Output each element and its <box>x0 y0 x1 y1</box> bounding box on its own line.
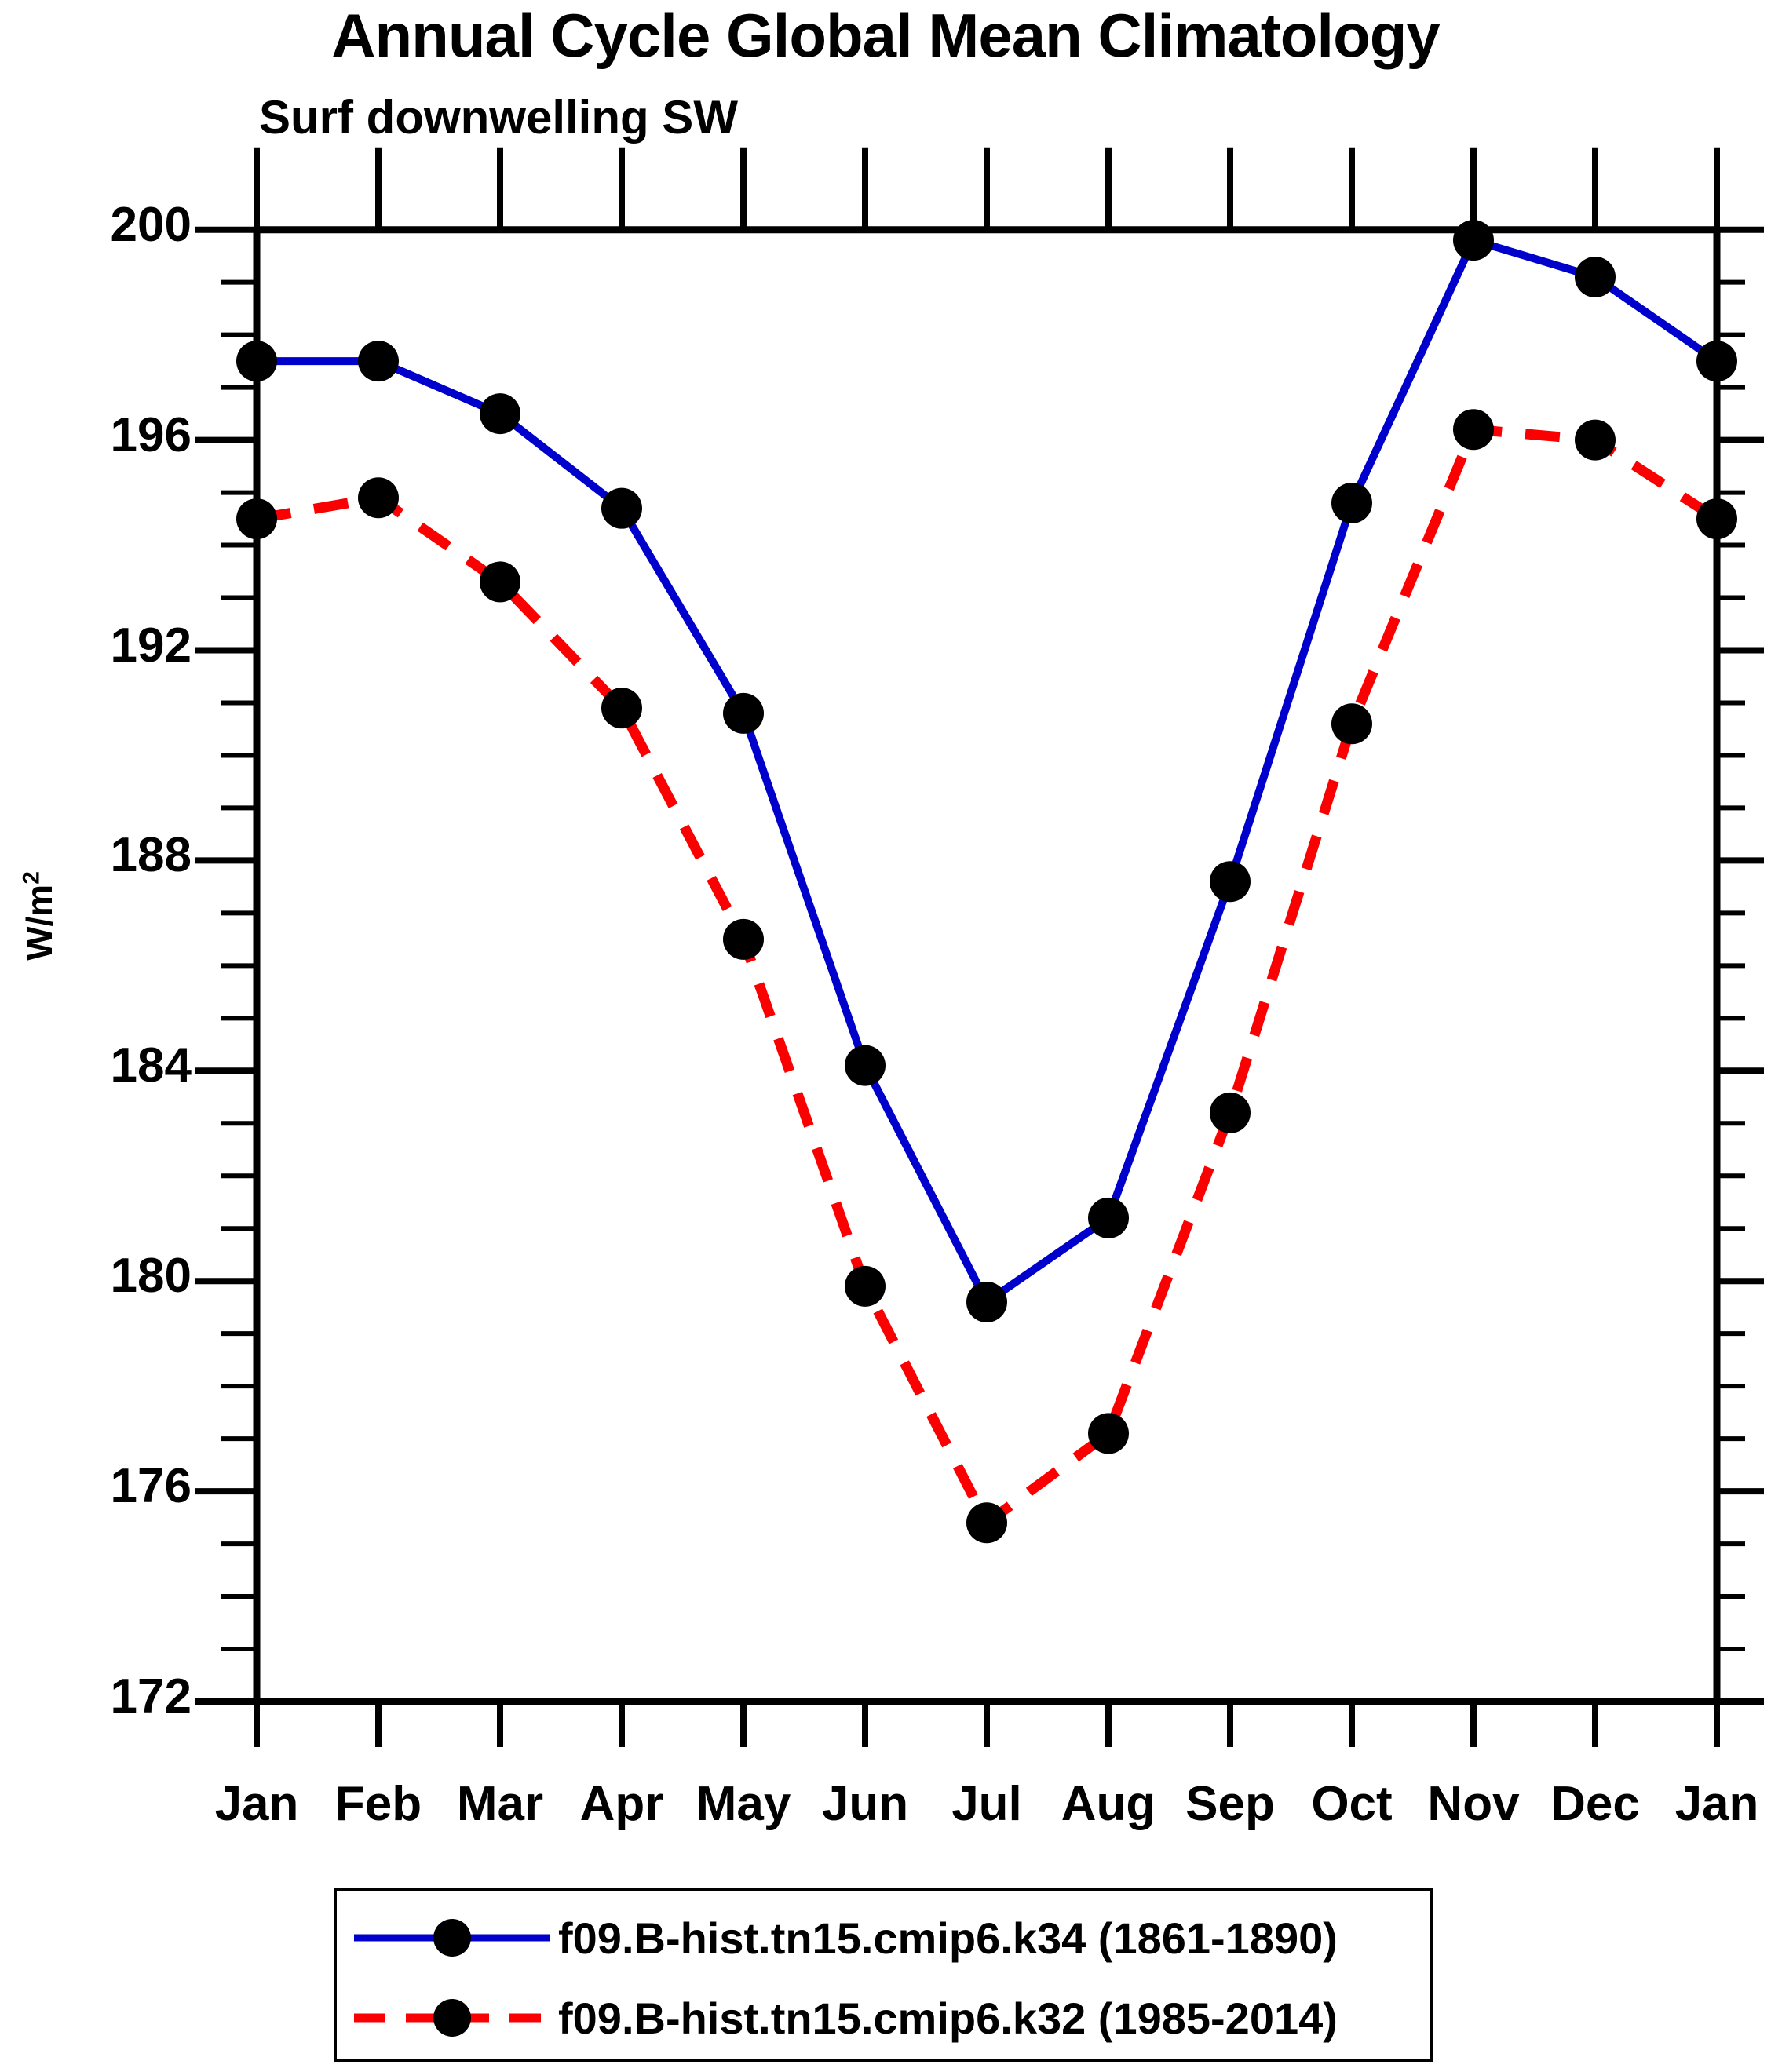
series-line-1 <box>255 424 1720 1528</box>
x-tick-label: Aug <box>1061 1777 1156 1831</box>
y-tick-label: 172 <box>110 1669 192 1724</box>
data-point <box>480 561 520 603</box>
data-point <box>1210 1092 1251 1133</box>
data-point <box>1696 341 1737 382</box>
legend: f09.B-hist.tn15.cmip6.k34 (1861-1890) f0… <box>334 1888 1433 2062</box>
x-tick-label: Jan <box>1674 1777 1759 1831</box>
legend-label-0: f09.B-hist.tn15.cmip6.k34 (1861-1890) <box>558 1913 1338 1963</box>
data-point <box>480 393 520 435</box>
x-tick-label: Feb <box>334 1777 422 1831</box>
x-tick-label: Sep <box>1185 1777 1275 1831</box>
data-point <box>845 1045 885 1086</box>
data-point <box>1088 1197 1129 1238</box>
axes-layer <box>195 147 1764 1747</box>
y-tick-label: 184 <box>110 1038 192 1093</box>
x-tick-label: Oct <box>1311 1777 1393 1831</box>
data-point <box>1575 419 1616 461</box>
data-point <box>1696 498 1737 540</box>
x-tick-label: Jun <box>821 1777 909 1831</box>
series-layer <box>236 220 1737 1544</box>
data-point <box>236 341 277 382</box>
data-point <box>1453 220 1494 261</box>
x-tick-label: May <box>696 1777 791 1831</box>
y-tick-label: 196 <box>110 407 192 462</box>
x-tick-label: Jul <box>951 1777 1022 1831</box>
y-tick-label: 192 <box>110 618 192 673</box>
data-point <box>601 688 642 729</box>
x-tick-label: Apr <box>579 1777 664 1831</box>
legend-entry-1: f09.B-hist.tn15.cmip6.k32 (1985-2014) <box>337 1979 1430 2057</box>
legend-swatch-icon-1 <box>354 1999 550 2037</box>
data-point <box>966 1502 1007 1544</box>
data-point <box>601 487 642 529</box>
legend-swatch-series-0 <box>354 1914 550 1961</box>
data-point <box>358 477 399 519</box>
x-tick-label: Jan <box>214 1777 299 1831</box>
legend-entry-0: f09.B-hist.tn15.cmip6.k34 (1861-1890) <box>337 1899 1430 1977</box>
chart-title: Annual Cycle Global Mean Climatology <box>331 1 1441 70</box>
data-point <box>1331 703 1372 745</box>
data-point <box>1575 256 1616 297</box>
data-point <box>845 1265 885 1307</box>
y-tick-label: 188 <box>110 828 192 883</box>
legend-swatch-icon-0 <box>354 1919 550 1957</box>
legend-label-1: f09.B-hist.tn15.cmip6.k32 (1985-2014) <box>558 1993 1338 2043</box>
data-point <box>966 1281 1007 1322</box>
y-tick-label: 180 <box>110 1249 192 1304</box>
legend-swatch-series-1 <box>354 1994 550 2041</box>
data-point <box>723 918 764 960</box>
data-point <box>1088 1413 1129 1454</box>
data-point <box>1210 861 1251 903</box>
x-tick-label: Mar <box>456 1777 544 1831</box>
data-point <box>1331 482 1372 523</box>
x-tick-label: Nov <box>1427 1777 1520 1831</box>
y-tick-label: 200 <box>110 197 192 252</box>
data-point <box>1453 409 1494 451</box>
data-point <box>723 692 764 734</box>
series-line-0 <box>257 236 1719 1306</box>
data-point <box>358 341 399 382</box>
x-tick-label: Dec <box>1550 1777 1640 1831</box>
data-point <box>236 498 277 540</box>
y-tick-label: 176 <box>110 1459 192 1514</box>
chart-subtitle: Surf downwelling SW <box>259 91 738 144</box>
